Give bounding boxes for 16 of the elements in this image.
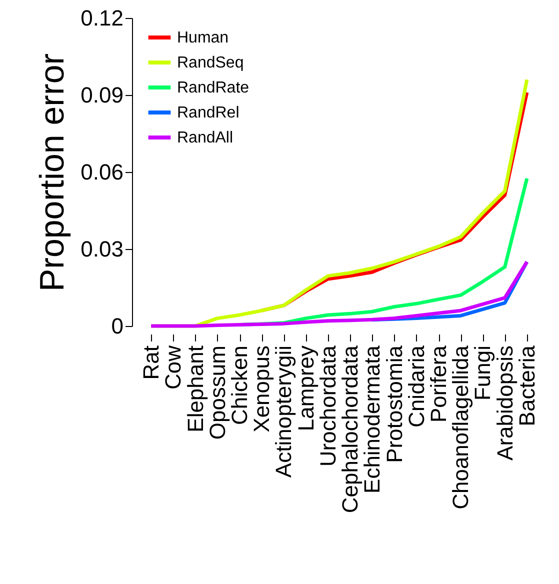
x-tick-label: Choanoflagellida	[448, 344, 474, 510]
x-tick-label: Porifera	[426, 344, 451, 423]
legend-label: RandAll	[177, 130, 234, 146]
y-tick-label: 0.03	[80, 236, 124, 262]
legend-label: RandSeq	[177, 54, 244, 72]
y-tick-label: 0.12	[80, 6, 124, 30]
y-axis-title: Proportion error	[34, 53, 72, 292]
y-tick-label: 0.09	[80, 82, 124, 108]
legend-label: RandRel	[177, 104, 240, 122]
legend-label: RandRate	[177, 80, 250, 96]
x-tick-label: Cephalochordata	[338, 344, 363, 514]
x-tick-label: Xenopus	[249, 346, 274, 432]
line-series	[149, 260, 529, 328]
y-tick-label: 0	[111, 314, 124, 338]
y-tick-label: 0.06	[80, 160, 124, 184]
legend-label: Human	[177, 30, 229, 46]
